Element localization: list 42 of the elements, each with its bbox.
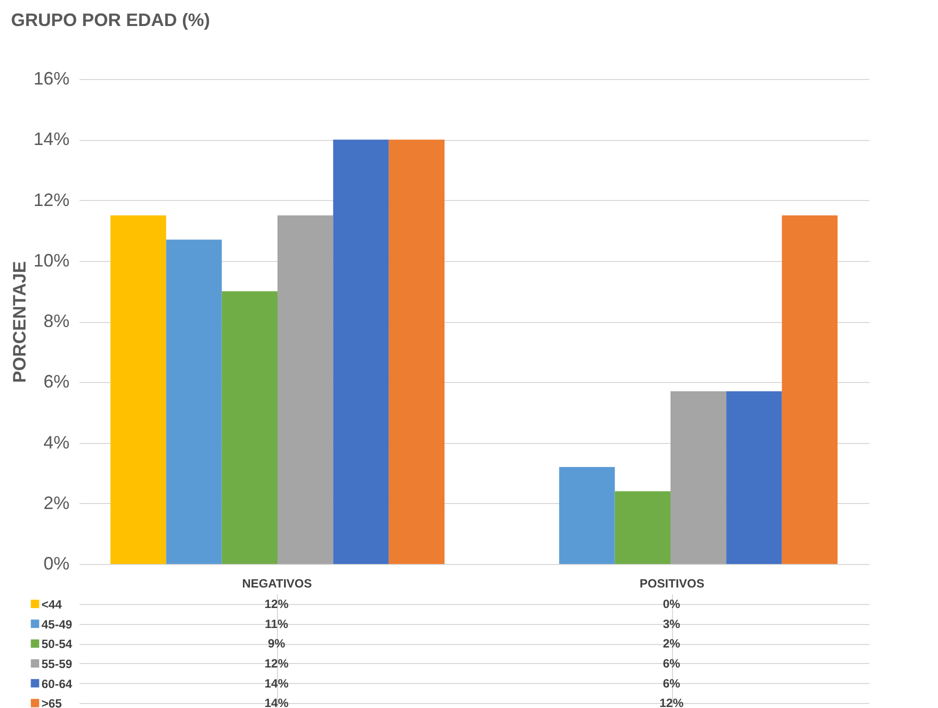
bar bbox=[222, 291, 278, 564]
legend-label: 50-54 bbox=[42, 637, 73, 652]
data-label: 12% bbox=[659, 696, 684, 708]
y-tick-label: 12% bbox=[33, 190, 70, 210]
data-label: 14% bbox=[264, 696, 289, 708]
bar bbox=[726, 391, 782, 564]
chart-title: GRUPO POR EDAD (%) bbox=[10, 10, 210, 30]
bar bbox=[670, 391, 726, 564]
bar bbox=[333, 140, 389, 564]
y-axis-title: PORCENTAJE bbox=[9, 261, 30, 383]
bar bbox=[166, 240, 222, 564]
bar bbox=[559, 467, 615, 564]
data-label: 0% bbox=[662, 596, 680, 611]
bar bbox=[782, 215, 838, 564]
y-tick-label: 14% bbox=[33, 129, 70, 150]
bar bbox=[388, 140, 445, 564]
y-tick-label: 8% bbox=[43, 311, 70, 331]
legend-label: <44 bbox=[42, 597, 62, 612]
y-tick-label: 6% bbox=[43, 372, 70, 392]
data-label: 11% bbox=[264, 616, 289, 631]
y-tick-label: 4% bbox=[43, 432, 70, 452]
data-label: 2% bbox=[662, 636, 680, 651]
x-tick-label: NEGATIVOS bbox=[242, 576, 312, 590]
bar bbox=[614, 491, 671, 564]
data-label: 3% bbox=[662, 616, 680, 631]
data-label: 6% bbox=[662, 676, 680, 690]
x-tick-label: POSITIVOS bbox=[640, 576, 704, 590]
y-tick-label: 0% bbox=[43, 554, 70, 574]
data-label: 14% bbox=[264, 676, 289, 690]
bar bbox=[277, 215, 334, 564]
y-tick-label: 2% bbox=[43, 492, 70, 513]
legend-label: >65 bbox=[42, 696, 62, 708]
data-label: 6% bbox=[662, 656, 680, 670]
data-label: 9% bbox=[268, 636, 286, 651]
data-label: 12% bbox=[264, 656, 289, 670]
legend-label: 45-49 bbox=[42, 617, 73, 632]
y-tick-label: 16% bbox=[33, 68, 70, 88]
bar bbox=[110, 215, 166, 564]
legend-label: 60-64 bbox=[42, 676, 73, 691]
y-tick-label: 10% bbox=[33, 250, 70, 270]
data-label: 12% bbox=[264, 596, 289, 611]
legend-label: 55-59 bbox=[42, 656, 73, 671]
